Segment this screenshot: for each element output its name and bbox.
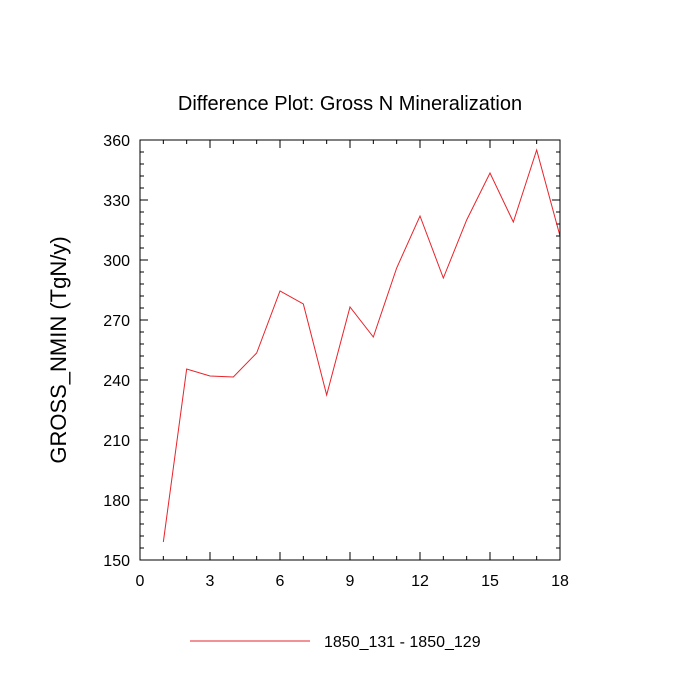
y-tick-label: 270 [103,313,130,330]
x-tick-label: 6 [276,573,285,590]
y-axis-label: GROSS_NMIN (TgN/y) [46,236,71,463]
y-tick-label: 210 [103,433,130,450]
x-tick-label: 12 [411,573,429,590]
tick-labels: 0 3 6 9 12 15 18 150 180 210 240 270 300 330 360 [103,133,569,590]
y-tick-label: 180 [103,493,130,510]
x-tick-label: 18 [551,573,569,590]
y-tick-label: 300 [103,253,130,270]
series-line [162,148,560,543]
y-tick-label: 240 [103,373,130,390]
legend-label: 1850_131 - 1850_129 [324,634,481,651]
plot-frame [139,139,561,561]
chart-title: Difference Plot: Gross N Mineralization [178,93,522,115]
x-tick-label: 3 [206,573,215,590]
y-tick-label: 330 [103,193,130,210]
x-tick-label: 15 [481,573,499,590]
series-layer [162,148,560,543]
axis-ticks [139,139,561,561]
x-tick-label: 9 [346,573,355,590]
y-tick-label: 360 [103,133,130,150]
x-tick-label: 0 [136,573,145,590]
y-tick-label: 150 [103,553,130,570]
legend: 1850_131 - 1850_129 [190,634,481,651]
